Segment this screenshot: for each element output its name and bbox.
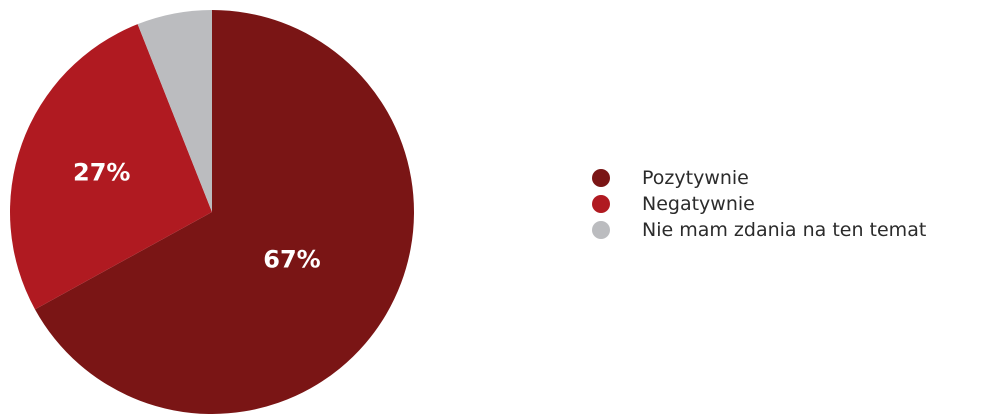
legend-item: Nie mam zdania na ten temat	[592, 217, 926, 243]
pie-slice-negatywnie	[10, 24, 213, 310]
pie-slices	[10, 10, 414, 414]
legend-label: Pozytywnie	[642, 167, 749, 189]
legend-label: Negatywnie	[642, 193, 755, 215]
legend-swatch	[592, 195, 610, 213]
legend-item: Negatywnie	[592, 191, 926, 217]
slice-labels: 67% 27%	[73, 158, 321, 273]
pie-slice-nie-mam-zdania-na-ten-temat	[137, 10, 212, 212]
slice-value-label: 27%	[73, 158, 130, 186]
legend: Pozytywnie Negatywnie Nie mam zdania na te…	[592, 165, 926, 243]
legend-item: Pozytywnie	[592, 165, 926, 191]
legend-swatch	[592, 221, 610, 239]
legend-label: Nie mam zdania na ten temat	[642, 219, 927, 241]
legend-swatch	[592, 169, 610, 187]
slice-value-label: 67%	[263, 245, 320, 273]
pie-slice-pozytywnie	[34, 10, 414, 414]
